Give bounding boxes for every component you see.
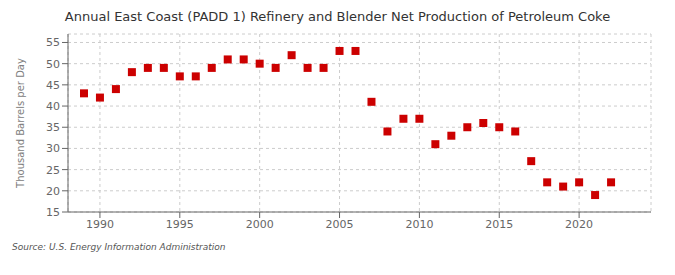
svg-text:Thousand Barrels per Day: Thousand Barrels per Day: [15, 58, 26, 189]
svg-text:40: 40: [46, 100, 60, 113]
svg-text:45: 45: [46, 79, 60, 92]
svg-text:2020: 2020: [565, 218, 593, 231]
svg-text:2000: 2000: [246, 218, 274, 231]
svg-text:2005: 2005: [326, 218, 354, 231]
svg-text:2010: 2010: [405, 218, 433, 231]
svg-text:30: 30: [46, 142, 60, 155]
svg-text:35: 35: [46, 121, 60, 134]
svg-text:1995: 1995: [166, 218, 194, 231]
svg-text:25: 25: [46, 164, 60, 177]
svg-text:15: 15: [46, 206, 60, 219]
svg-text:20: 20: [46, 185, 60, 198]
svg-text:50: 50: [46, 58, 60, 71]
svg-text:1990: 1990: [86, 218, 114, 231]
html-text:Source: U.S. Energy Informatio: Source: U.S. Energy Information Administ…: [12, 242, 226, 252]
svg-text:2015: 2015: [485, 218, 513, 231]
svg-text:55: 55: [46, 36, 60, 49]
html-text:Annual East Coast (PADD 1) Ref: Annual East Coast (PADD 1) Refinery and …: [64, 9, 611, 24]
